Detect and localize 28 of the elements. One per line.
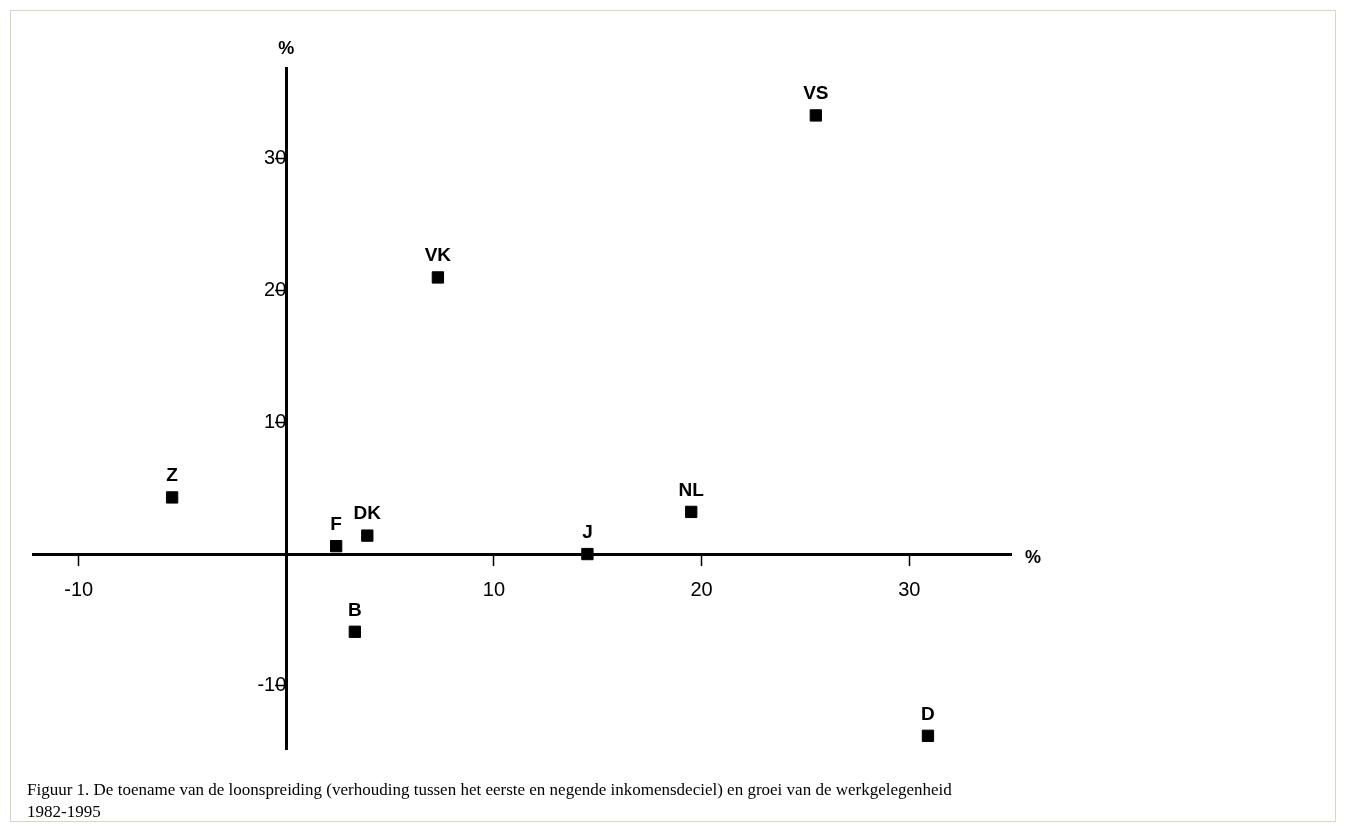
series-label: DK bbox=[353, 502, 382, 524]
point bbox=[685, 505, 698, 519]
point bbox=[581, 547, 594, 561]
series-label: NL bbox=[678, 478, 705, 500]
x-tick-label: -10 bbox=[64, 577, 94, 600]
text: Figuur 1. De toename van de loonspreiding (verhouding tussen het eerste en negende inkomensdeciel) en groei van de werkgelegenheid 1982-1995 bbox=[27, 779, 953, 823]
series-label: VS bbox=[803, 82, 829, 104]
point bbox=[165, 491, 179, 504]
point bbox=[348, 625, 361, 638]
y-axis-title: % bbox=[278, 37, 295, 58]
point bbox=[921, 729, 935, 742]
series-label: D bbox=[921, 702, 935, 724]
x-tick-label: 10 bbox=[482, 577, 506, 600]
series-label: B bbox=[347, 598, 362, 620]
point bbox=[361, 529, 374, 542]
point bbox=[330, 539, 343, 553]
y-tick-label: 20 bbox=[264, 278, 287, 301]
y-tick-label: -10 bbox=[257, 673, 287, 696]
series-label: Z bbox=[166, 464, 179, 486]
y-tick-label: 30 bbox=[264, 146, 287, 169]
series-label: J bbox=[582, 520, 593, 542]
x-axis-title: % bbox=[1025, 547, 1042, 568]
series-label: VK bbox=[424, 244, 452, 266]
point bbox=[809, 109, 822, 122]
x-tick-label: 20 bbox=[690, 577, 713, 600]
point bbox=[431, 271, 445, 284]
series-label: F bbox=[330, 512, 342, 534]
x-tick-label: 30 bbox=[898, 577, 921, 600]
